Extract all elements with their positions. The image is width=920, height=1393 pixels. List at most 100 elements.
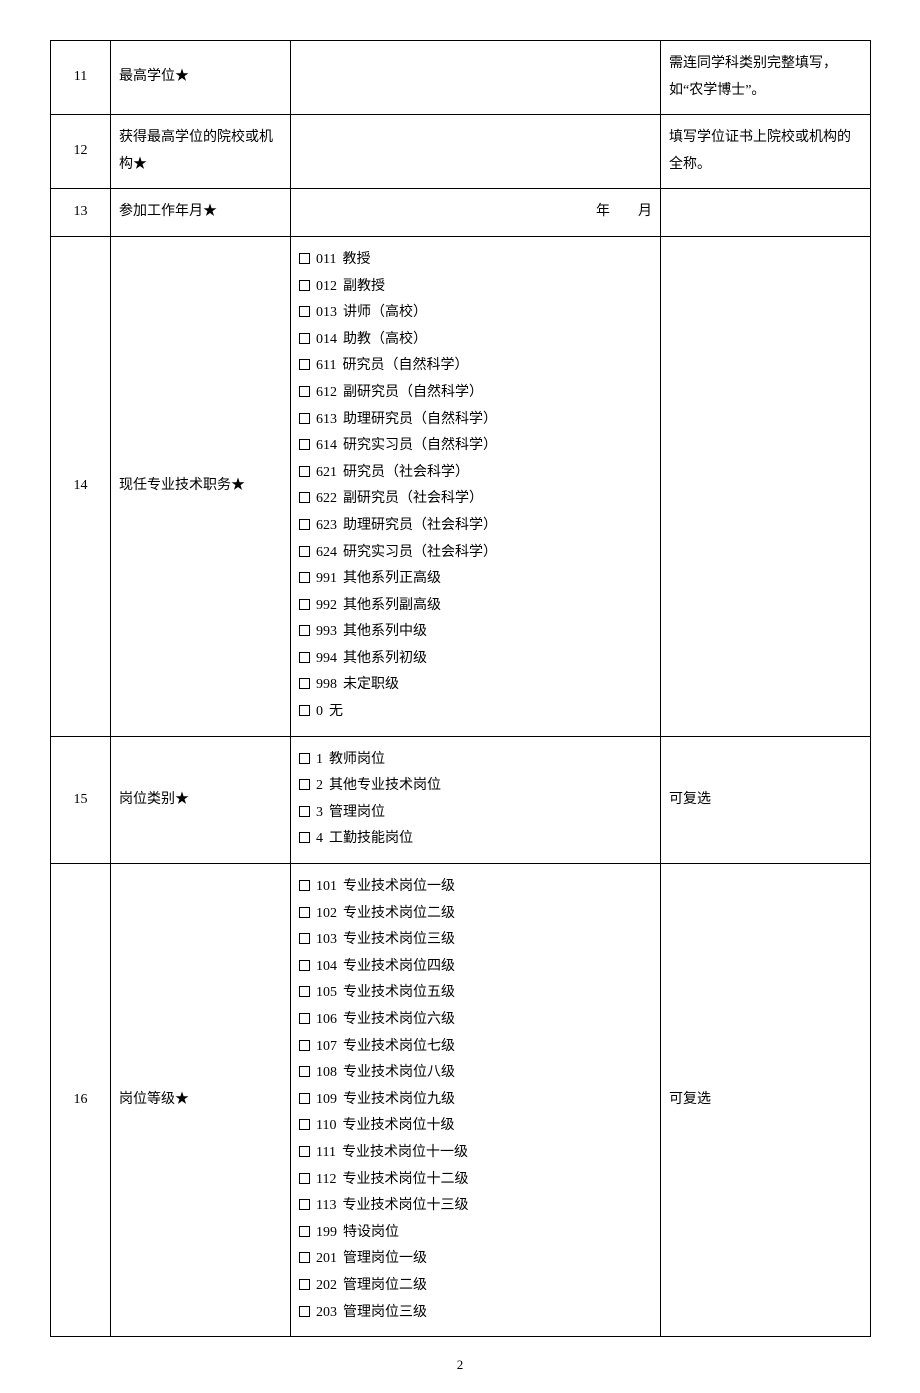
checkbox-icon[interactable] xyxy=(299,832,310,843)
row-number: 13 xyxy=(51,189,111,237)
checkbox-icon[interactable] xyxy=(299,1066,310,1077)
option-text: 教授 xyxy=(342,252,370,267)
checkbox-icon[interactable] xyxy=(299,1199,310,1210)
checkbox-icon[interactable] xyxy=(299,907,310,918)
option-code: 992 xyxy=(316,598,337,613)
checkbox-icon[interactable] xyxy=(299,386,310,397)
option-code: 106 xyxy=(316,1012,337,1027)
option-item: 109专业技术岗位九级 xyxy=(299,1087,652,1114)
option-text: 研究员（自然科学） xyxy=(342,358,468,373)
option-text: 研究员（社会科学） xyxy=(343,465,469,480)
option-text: 专业技术岗位十一级 xyxy=(342,1145,468,1160)
checkbox-icon[interactable] xyxy=(299,678,310,689)
option-code: 103 xyxy=(316,932,337,947)
checkbox-icon[interactable] xyxy=(299,880,310,891)
option-item: 1教师岗位 xyxy=(299,747,652,774)
row-content: 1教师岗位2其他专业技术岗位3管理岗位4工勤技能岗位 xyxy=(291,736,661,863)
option-text: 其他系列副高级 xyxy=(343,598,441,613)
checkbox-icon[interactable] xyxy=(299,625,310,636)
option-code: 201 xyxy=(316,1251,337,1266)
checkbox-icon[interactable] xyxy=(299,652,310,663)
page-number: 2 xyxy=(50,1357,870,1373)
checkbox-icon[interactable] xyxy=(299,806,310,817)
option-item: 104专业技术岗位四级 xyxy=(299,954,652,981)
checkbox-icon[interactable] xyxy=(299,413,310,424)
option-item: 612副研究员（自然科学） xyxy=(299,380,652,407)
option-item: 3管理岗位 xyxy=(299,800,652,827)
option-text: 专业技术岗位十二级 xyxy=(342,1172,468,1187)
checkbox-icon[interactable] xyxy=(299,253,310,264)
row-content: 101专业技术岗位一级102专业技术岗位二级103专业技术岗位三级104专业技术… xyxy=(291,864,661,1337)
checkbox-icon[interactable] xyxy=(299,333,310,344)
checkbox-icon[interactable] xyxy=(299,1013,310,1024)
option-item: 623助理研究员（社会科学） xyxy=(299,513,652,540)
row-number: 14 xyxy=(51,236,111,736)
option-code: 105 xyxy=(316,985,337,1000)
option-item: 624研究实习员（社会科学） xyxy=(299,540,652,567)
checkbox-icon[interactable] xyxy=(299,986,310,997)
option-item: 622副研究员（社会科学） xyxy=(299,486,652,513)
row-note: 需连同学科类别完整填写，如“农学博士”。 xyxy=(661,41,871,115)
checkbox-icon[interactable] xyxy=(299,1173,310,1184)
checkbox-icon[interactable] xyxy=(299,439,310,450)
row-note: 可复选 xyxy=(661,736,871,863)
table-row: 11最高学位★需连同学科类别完整填写，如“农学博士”。 xyxy=(51,41,871,115)
option-item: 110专业技术岗位十级 xyxy=(299,1113,652,1140)
checkbox-icon[interactable] xyxy=(299,519,310,530)
option-text: 特设岗位 xyxy=(343,1225,399,1240)
option-text: 专业技术岗位五级 xyxy=(343,985,455,1000)
option-text: 专业技术岗位一级 xyxy=(343,879,455,894)
checkbox-icon[interactable] xyxy=(299,1040,310,1051)
option-item: 614研究实习员（自然科学） xyxy=(299,433,652,460)
checkbox-icon[interactable] xyxy=(299,599,310,610)
option-code: 4 xyxy=(316,831,323,846)
option-item: 991其他系列正高级 xyxy=(299,566,652,593)
checkbox-icon[interactable] xyxy=(299,1093,310,1104)
row-content: 011教授012副教授013讲师（高校）014助教（高校）611研究员（自然科学… xyxy=(291,236,661,736)
option-item: 202管理岗位二级 xyxy=(299,1273,652,1300)
option-item: 993其他系列中级 xyxy=(299,619,652,646)
option-text: 管理岗位一级 xyxy=(343,1251,427,1266)
option-code: 104 xyxy=(316,959,337,974)
option-code: 013 xyxy=(316,305,337,320)
option-item: 012副教授 xyxy=(299,274,652,301)
row-note xyxy=(661,236,871,736)
option-text: 专业技术岗位六级 xyxy=(343,1012,455,1027)
option-code: 993 xyxy=(316,624,337,639)
checkbox-icon[interactable] xyxy=(299,492,310,503)
row-label: 获得最高学位的院校或机构★ xyxy=(111,115,291,189)
checkbox-icon[interactable] xyxy=(299,779,310,790)
checkbox-icon[interactable] xyxy=(299,705,310,716)
checkbox-icon[interactable] xyxy=(299,1226,310,1237)
checkbox-icon[interactable] xyxy=(299,1306,310,1317)
option-code: 199 xyxy=(316,1225,337,1240)
checkbox-icon[interactable] xyxy=(299,359,310,370)
checkbox-icon[interactable] xyxy=(299,933,310,944)
table-row: 15岗位类别★1教师岗位2其他专业技术岗位3管理岗位4工勤技能岗位可复选 xyxy=(51,736,871,863)
checkbox-icon[interactable] xyxy=(299,753,310,764)
option-code: 108 xyxy=(316,1065,337,1080)
row-content: 年 月 xyxy=(291,189,661,237)
checkbox-icon[interactable] xyxy=(299,572,310,583)
option-text: 其他专业技术岗位 xyxy=(329,778,441,793)
option-code: 107 xyxy=(316,1039,337,1054)
checkbox-icon[interactable] xyxy=(299,306,310,317)
option-item: 103专业技术岗位三级 xyxy=(299,927,652,954)
option-item: 102专业技术岗位二级 xyxy=(299,901,652,928)
option-item: 014助教（高校） xyxy=(299,327,652,354)
checkbox-icon[interactable] xyxy=(299,1146,310,1157)
table-row: 16岗位等级★101专业技术岗位一级102专业技术岗位二级103专业技术岗位三级… xyxy=(51,864,871,1337)
checkbox-icon[interactable] xyxy=(299,1252,310,1263)
option-text: 副研究员（自然科学） xyxy=(343,385,483,400)
checkbox-icon[interactable] xyxy=(299,466,310,477)
checkbox-icon[interactable] xyxy=(299,960,310,971)
checkbox-icon[interactable] xyxy=(299,1279,310,1290)
option-code: 998 xyxy=(316,677,337,692)
checkbox-icon[interactable] xyxy=(299,280,310,291)
option-text: 教师岗位 xyxy=(329,752,385,767)
row-number: 11 xyxy=(51,41,111,115)
row-label: 岗位类别★ xyxy=(111,736,291,863)
option-text: 专业技术岗位二级 xyxy=(343,906,455,921)
checkbox-icon[interactable] xyxy=(299,546,310,557)
checkbox-icon[interactable] xyxy=(299,1119,310,1130)
